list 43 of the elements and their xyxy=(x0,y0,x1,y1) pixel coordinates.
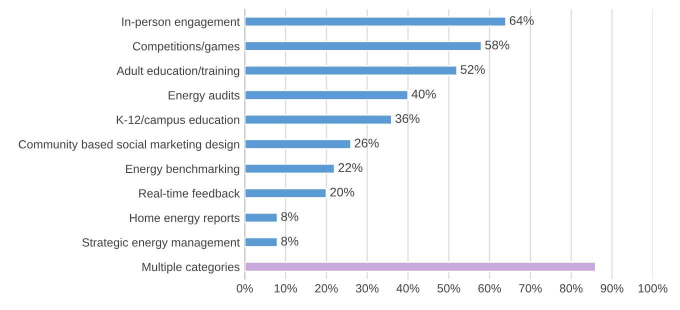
x-tick-label: 0% xyxy=(236,284,253,293)
x-tick-label: 30% xyxy=(356,284,379,293)
y-tick-label: Adult education/training xyxy=(116,66,240,78)
data-label: 26% xyxy=(354,138,379,148)
y-tick-label: Home energy reports xyxy=(130,214,240,224)
y-tick-label: Strategic energy management xyxy=(82,238,240,249)
y-tick-label: Energy benchmarking xyxy=(126,164,240,176)
bar xyxy=(244,261,596,272)
y-tick-label: Energy audits xyxy=(168,90,240,102)
bar xyxy=(244,114,392,125)
data-label: 40% xyxy=(412,90,436,98)
bar xyxy=(244,90,409,100)
bar xyxy=(244,40,482,52)
x-tick-label: 50% xyxy=(437,284,460,293)
bar xyxy=(244,236,278,248)
bar xyxy=(244,163,336,174)
x-tick-label: 90% xyxy=(600,284,624,293)
data-label: 64% xyxy=(510,16,534,25)
y-tick-label: Community based social marketing design xyxy=(18,140,240,151)
data-label: 52% xyxy=(460,65,485,74)
y-tick-label: In-person engagement xyxy=(122,18,240,28)
bar xyxy=(244,16,507,27)
data-label: 22% xyxy=(338,163,362,172)
x-tick-label: 80% xyxy=(560,284,583,293)
y-tick-label: Competitions/games xyxy=(132,42,240,53)
data-label: 36% xyxy=(395,114,420,123)
y-tick-label: Real-time feedback xyxy=(139,188,240,198)
data-label: 8% xyxy=(281,212,298,222)
x-tick-label: 70% xyxy=(519,284,542,293)
bar xyxy=(244,188,328,199)
bar xyxy=(244,212,278,224)
y-tick-label: K-12/campus education xyxy=(116,115,240,126)
x-tick-label: 100% xyxy=(638,284,668,293)
bar xyxy=(244,65,458,76)
data-label: 58% xyxy=(485,40,510,50)
x-tick-label: 60% xyxy=(478,284,501,293)
data-label: 8% xyxy=(281,236,298,246)
y-tick-label: Multiple categories xyxy=(142,262,240,274)
x-tick-label: 10% xyxy=(274,284,297,293)
bar xyxy=(244,138,352,150)
data-label: 20% xyxy=(330,188,354,197)
x-tick-label: 20% xyxy=(315,284,338,293)
x-tick-label: 40% xyxy=(396,284,420,293)
